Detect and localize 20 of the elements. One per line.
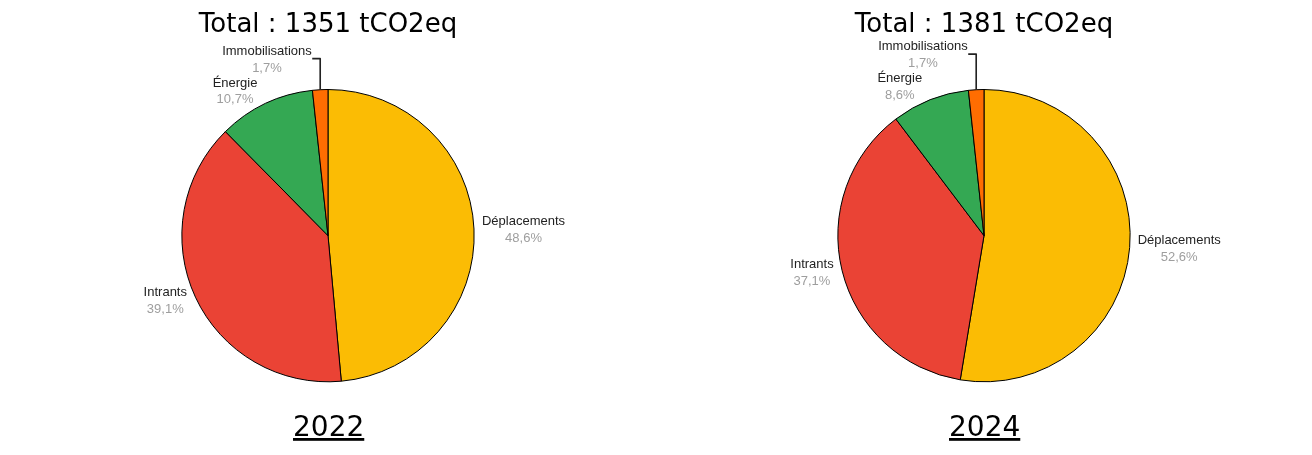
- chart-title: Total : 1351 tCO2eq: [197, 7, 458, 38]
- data-label: 1,7%: [252, 59, 283, 75]
- slice-label: Déplacements: [481, 213, 566, 229]
- data-label: 37,1%: [793, 272, 831, 288]
- slice-label: Intrants: [143, 284, 188, 300]
- data-label: 48,6%: [505, 229, 543, 245]
- slice-label: Intrants: [790, 255, 835, 271]
- text: 2022: [293, 410, 365, 443]
- slice-label: Immobilisations: [222, 42, 313, 58]
- data-label: 8,6%: [885, 86, 916, 102]
- slice-label: Déplacements: [1137, 231, 1222, 247]
- slice-label: Énergie: [212, 74, 258, 90]
- data-label: 39,1%: [146, 300, 185, 316]
- data-label: 1,7%: [908, 55, 939, 71]
- chart-title: Total : 1381 tCO2eq: [853, 7, 1114, 38]
- data-label: 52,6%: [1160, 248, 1199, 264]
- text: 2024: [949, 410, 1021, 443]
- slice-label: Immobilisations: [878, 38, 969, 54]
- slice-label: Énergie: [877, 70, 923, 86]
- data-label: 10,7%: [216, 91, 254, 107]
